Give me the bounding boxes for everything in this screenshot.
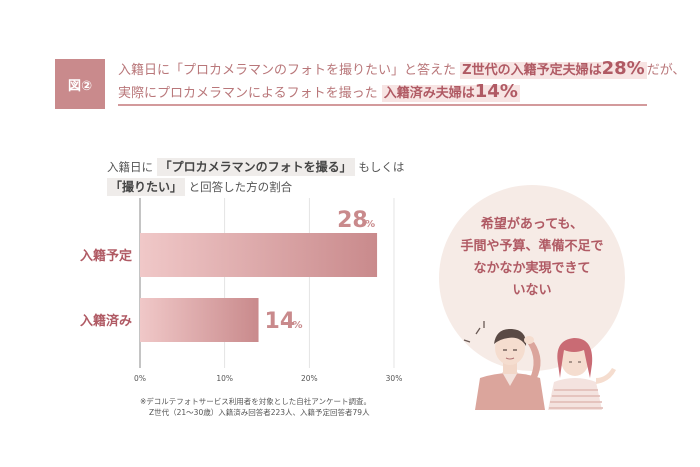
value-unit-label: % bbox=[365, 219, 375, 230]
survey-note-2: Z世代（21〜30歳）入籍済み回答者223人、入籍予定回答者79人 bbox=[149, 408, 370, 417]
bar bbox=[140, 298, 259, 342]
x-tick-label: 0% bbox=[134, 374, 146, 383]
question-text-2: もしくは bbox=[358, 160, 405, 174]
comment-text: 希望があっても、 手間や予算、準備不足で なかなか実現できて いない bbox=[439, 214, 625, 302]
question-line-2: 「撮りたい」 と回答した方の割合 bbox=[107, 178, 293, 196]
bar bbox=[140, 233, 378, 277]
header-line-2: 実際にプロカメラマンによるフォトを撮った 入籍済み夫婦は14% bbox=[118, 81, 520, 102]
category-label: 入籍済み bbox=[80, 313, 132, 329]
header-line-1-highlight-text: Z世代の入籍予定夫婦は bbox=[462, 63, 602, 78]
header-line-1-percent: 28% bbox=[601, 58, 645, 79]
value-label: 14 bbox=[265, 309, 296, 334]
x-tick-label: 30% bbox=[386, 374, 403, 383]
header-line-2-highlight: 入籍済み夫婦は14% bbox=[381, 81, 520, 102]
x-tick-label: 20% bbox=[301, 374, 318, 383]
question-text: 入籍日に bbox=[107, 160, 153, 174]
x-tick-label: 10% bbox=[216, 374, 233, 383]
question-text-3: と回答した方の割合 bbox=[188, 180, 293, 194]
value-unit-label: % bbox=[293, 320, 303, 331]
header-line-2-highlight-text: 入籍済み夫婦は bbox=[383, 86, 475, 101]
header-line-1-highlight: Z世代の入籍予定夫婦は28% bbox=[460, 58, 647, 79]
header-line-2-percent: 14% bbox=[474, 81, 518, 102]
comment-line-2: 手間や予算、準備不足で bbox=[460, 239, 604, 254]
survey-note-1: ※デコルテフォトサービス利用者を対象とした自社アンケート調査。 bbox=[140, 397, 371, 406]
value-label: 28 bbox=[337, 208, 368, 233]
category-label: 入籍予定 bbox=[80, 248, 132, 264]
figure-number-badge: 図② bbox=[55, 59, 105, 109]
question-line-1: 入籍日に 「プロカメラマンのフォトを撮る」 もしくは bbox=[107, 158, 405, 176]
header-line-2-text: 実際にプロカメラマンによるフォトを撮った bbox=[118, 86, 378, 101]
woman-figure bbox=[548, 338, 616, 410]
header-divider bbox=[118, 104, 647, 106]
man-figure bbox=[463, 321, 545, 410]
comment-line-4: いない bbox=[512, 283, 552, 298]
header-line-1-suffix: だが、 bbox=[646, 63, 686, 78]
header-line-1-text: 入籍日に「プロカメラマンのフォトを撮りたい」と答えた bbox=[118, 63, 457, 78]
header-line-1: 入籍日に「プロカメラマンのフォトを撮りたい」と答えた Z世代の入籍予定夫婦は28… bbox=[118, 58, 685, 79]
question-highlight-1: 「プロカメラマンのフォトを撮る」 bbox=[156, 158, 355, 176]
question-highlight-2: 「撮りたい」 bbox=[107, 178, 186, 196]
comment-line-1: 希望があっても、 bbox=[480, 217, 584, 232]
comment-line-3: なかなか実現できて bbox=[473, 261, 591, 276]
couple-illustration bbox=[463, 321, 616, 410]
